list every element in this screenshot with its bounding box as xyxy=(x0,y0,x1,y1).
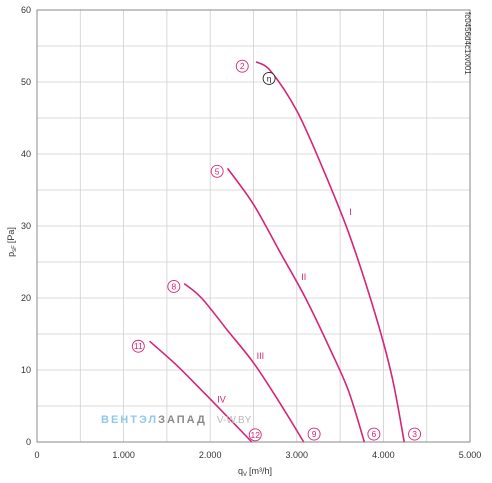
marker-circle xyxy=(262,71,276,85)
curve-III xyxy=(183,282,305,443)
marker-5: 5 xyxy=(210,164,224,178)
x-axis-unit: [m³/h] xyxy=(249,466,272,476)
marker-9: 9 xyxy=(307,427,321,441)
y-tick-label: 50 xyxy=(21,77,31,87)
marker-label: 3 xyxy=(412,429,417,439)
x-tick-label: 3.000 xyxy=(286,450,309,460)
marker-circle xyxy=(408,427,422,441)
x-tick-label: 2.000 xyxy=(199,450,222,460)
marker-12: 12 xyxy=(248,428,262,442)
marker-11: 11 xyxy=(131,339,145,353)
marker-circle xyxy=(248,428,262,442)
markers: 2 η 5 8 11 12 9 6 3 xyxy=(131,59,422,442)
watermark-part-2: ЗАПАД xyxy=(158,414,207,426)
curve-II xyxy=(226,167,366,443)
document-code: fc0456d4c1xv001 xyxy=(463,12,472,75)
marker-label: 8 xyxy=(171,281,176,291)
y-tick-label: 20 xyxy=(21,293,31,303)
grid xyxy=(37,10,470,442)
x-tick-labels: 0 1.000 2.000 3.000 4.000 5.000 xyxy=(34,450,481,460)
x-axis-title: qV [m³/h] xyxy=(238,466,272,478)
y-tick-label: 10 xyxy=(21,365,31,375)
marker-label: 12 xyxy=(250,430,260,440)
watermark-part-1: ВЕНТЭЛ xyxy=(101,414,158,426)
marker-circle xyxy=(167,280,181,293)
y-tick-label: 60 xyxy=(21,5,31,15)
y-axis-title: psF [Pa] xyxy=(6,227,18,257)
x-tick-label: 5.000 xyxy=(459,450,482,460)
curve-IV xyxy=(149,340,253,443)
curve-label-I: I xyxy=(349,207,352,217)
marker-2: 2 xyxy=(235,59,249,73)
x-tick-label: 0 xyxy=(34,450,39,460)
curve-label-II: II xyxy=(301,272,306,282)
marker-circle xyxy=(367,427,381,441)
marker-label: 9 xyxy=(312,429,317,439)
marker-label: 6 xyxy=(372,429,377,439)
x-tick-label: 4.000 xyxy=(372,450,395,460)
y-axis-main: p xyxy=(6,252,16,257)
curve-label-IV: IV xyxy=(217,394,226,404)
curves xyxy=(149,61,405,443)
y-tick-label: 40 xyxy=(21,149,31,159)
marker-circle xyxy=(235,59,249,73)
marker-3: 3 xyxy=(408,427,422,441)
plot-frame xyxy=(36,9,471,443)
marker-circle xyxy=(210,164,224,178)
y-tick-label: 0 xyxy=(26,437,31,447)
marker-label: η xyxy=(267,73,272,83)
marker-label: 5 xyxy=(215,166,220,176)
y-tick-labels: 0 10 20 30 40 50 60 xyxy=(21,5,31,447)
curve-label-III: III xyxy=(257,351,265,361)
marker-label: 2 xyxy=(240,61,245,71)
marker-8: 8 xyxy=(167,280,181,293)
watermark: ВЕНТЭЛЗАПАД V-W.BY xyxy=(101,414,252,426)
marker-6: 6 xyxy=(367,427,381,441)
watermark-part-3: V-W.BY xyxy=(217,415,252,426)
marker-label: 11 xyxy=(134,341,143,351)
y-tick-label: 30 xyxy=(21,221,31,231)
marker-circle xyxy=(131,339,145,353)
x-tick-label: 1.000 xyxy=(112,450,135,460)
curve-I xyxy=(255,61,405,443)
x-axis-sub: V xyxy=(243,472,247,478)
marker-circle xyxy=(307,427,321,441)
x-axis-main: q xyxy=(238,466,243,476)
plot-border xyxy=(36,9,471,443)
y-axis-sub: sF xyxy=(12,245,18,252)
marker-η: η xyxy=(262,71,276,85)
y-axis-unit: [Pa] xyxy=(6,227,16,243)
